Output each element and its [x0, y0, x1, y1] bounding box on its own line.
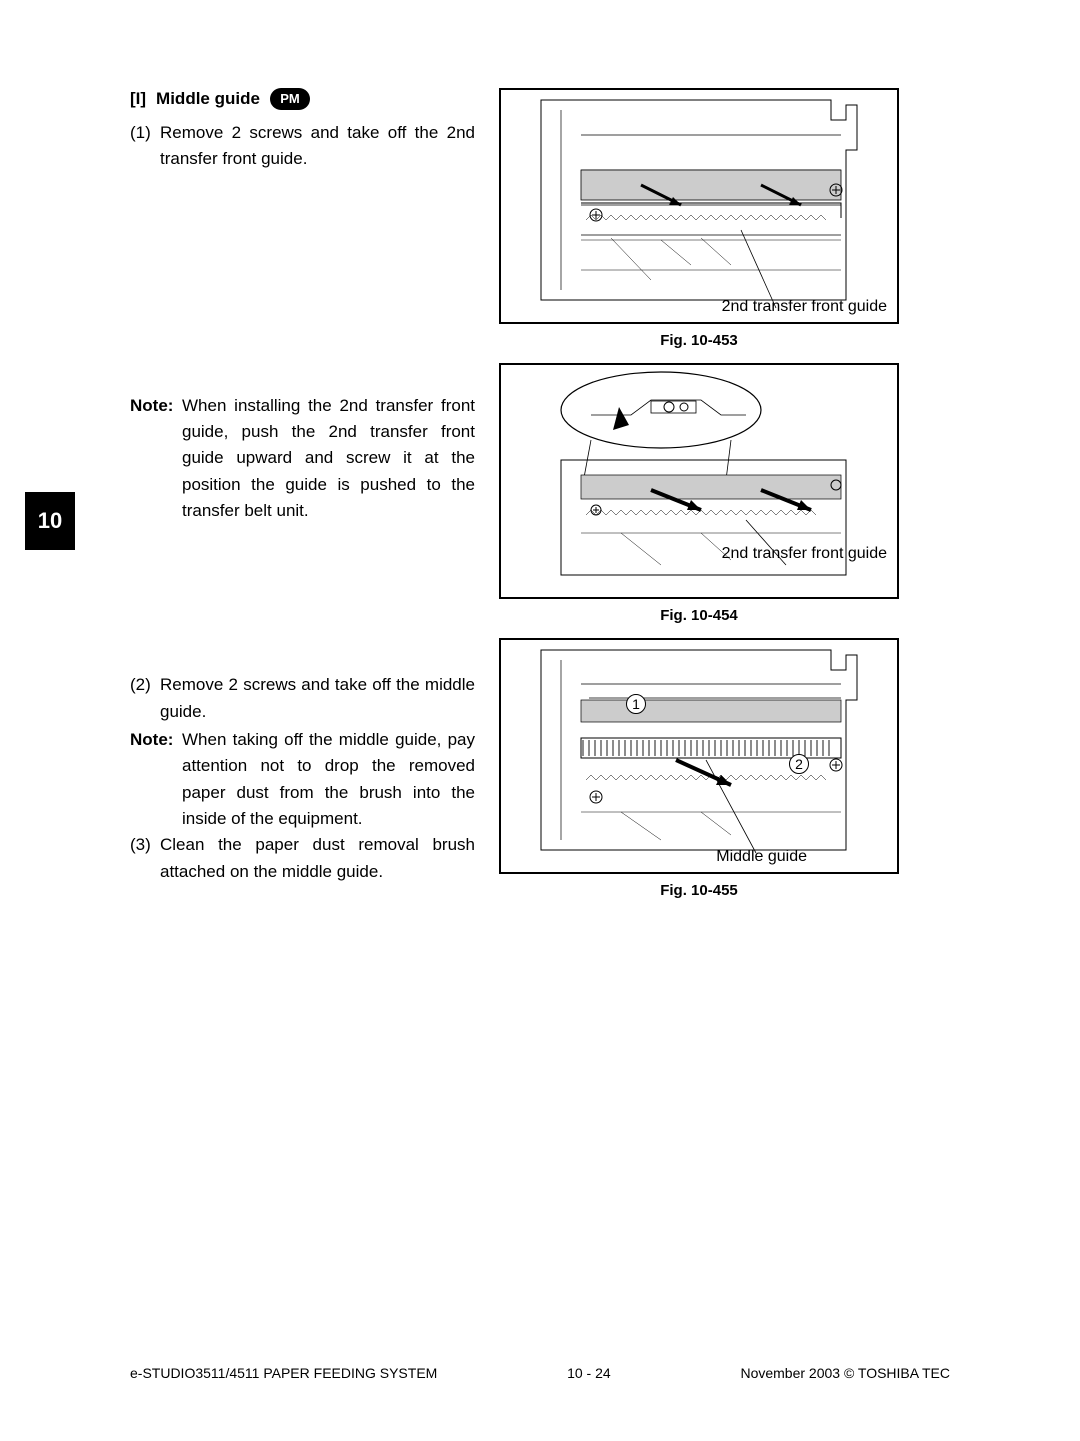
title-letter: [I]: [130, 89, 146, 109]
callout-2: 2: [789, 754, 809, 774]
figure-1: 2nd transfer front guide: [499, 88, 899, 324]
figure-1-label: 2nd transfer front guide: [722, 298, 887, 316]
figure-2: 2nd transfer front guide: [499, 363, 899, 599]
note-2: Note: When taking off the middle guide, …: [130, 727, 475, 832]
text-column: [I] Middle guide PM (1) Remove 2 screws …: [130, 88, 475, 913]
title-text: Middle guide: [156, 89, 260, 109]
step-2: (2) Remove 2 screws and take off the mid…: [130, 672, 475, 725]
footer-left: e-STUDIO3511/4511 PAPER FEEDING SYSTEM: [130, 1365, 437, 1381]
figure-2-label: 2nd transfer front guide: [722, 545, 887, 563]
step-3: (3) Clean the paper dust removal brush a…: [130, 832, 475, 885]
footer-right: November 2003 © TOSHIBA TEC: [740, 1365, 950, 1381]
footer-center: 10 - 24: [567, 1365, 611, 1381]
callout-1: 1: [626, 694, 646, 714]
footer: e-STUDIO3511/4511 PAPER FEEDING SYSTEM 1…: [130, 1365, 950, 1381]
figure-3: 1 2 Middle guide: [499, 638, 899, 874]
section-tab: 10: [25, 492, 75, 550]
step-1: (1) Remove 2 screws and take off the 2nd…: [130, 120, 475, 173]
figure-2-caption: Fig. 10-454: [499, 607, 899, 624]
pm-badge: PM: [270, 88, 310, 110]
section-title: [I] Middle guide PM: [130, 88, 475, 110]
note-1: Note: When installing the 2nd transfer f…: [130, 393, 475, 525]
figure-column: 2nd transfer front guide Fig. 10-453: [499, 88, 899, 913]
figure-3-label: Middle guide: [716, 848, 807, 866]
figure-3-caption: Fig. 10-455: [499, 882, 899, 899]
figure-1-caption: Fig. 10-453: [499, 332, 899, 349]
